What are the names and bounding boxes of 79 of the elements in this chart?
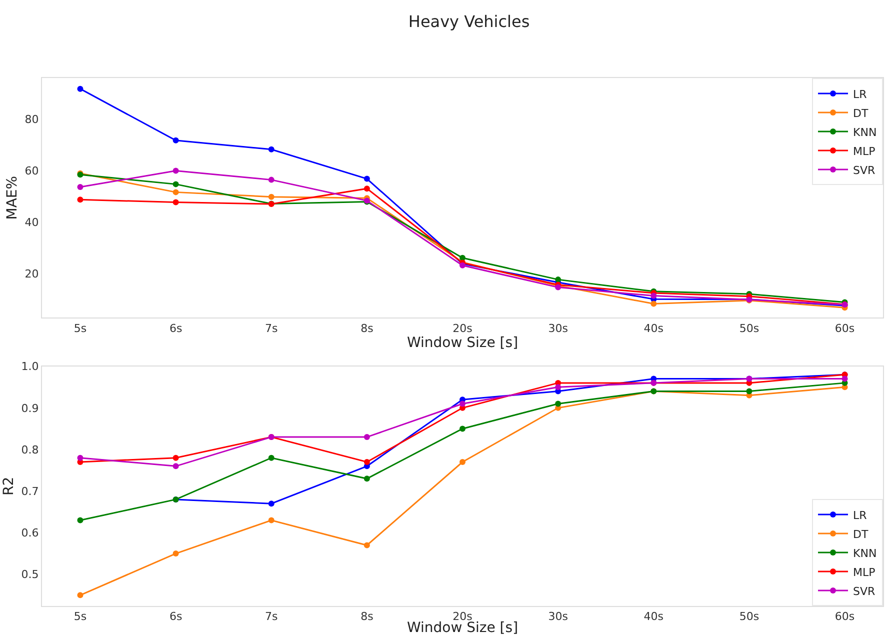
point: [268, 500, 274, 507]
legend-label: MLP: [853, 144, 876, 158]
point: [364, 434, 370, 440]
y-tick-label: 80: [24, 113, 39, 126]
point: [460, 400, 466, 407]
x-tick-label: 40s: [644, 610, 664, 624]
point: [77, 184, 84, 190]
point: [268, 454, 274, 461]
point: [842, 376, 848, 382]
x-tick-label: 7s: [264, 322, 278, 335]
point: [268, 146, 274, 152]
x-tick-label: 30s: [548, 322, 568, 335]
point: [172, 199, 179, 206]
point: [650, 292, 657, 299]
legend-label: DT: [853, 106, 868, 120]
x-tick-label: 5s: [74, 610, 87, 624]
x-tick-label: 60s: [834, 322, 855, 335]
x-tick-label: 20s: [452, 322, 473, 335]
x-tick-label: 60s: [834, 610, 855, 624]
y-axis-title: MAE%: [4, 176, 20, 220]
x-tick-label: 50s: [739, 322, 760, 335]
point: [364, 542, 370, 548]
point: [77, 592, 84, 598]
x-tick-label: 50s: [739, 610, 760, 624]
point: [77, 454, 84, 461]
legend-label: KNN: [853, 546, 877, 560]
y-tick-label: 0.8: [21, 443, 39, 456]
point: [172, 550, 179, 557]
point: [650, 300, 657, 307]
point: [555, 384, 562, 390]
y-tick-label: 40: [24, 216, 39, 230]
y-axis-title: R2: [0, 476, 17, 496]
point: [268, 194, 274, 200]
point: [364, 176, 370, 182]
x-tick-label: 8s: [360, 610, 374, 624]
legend-label: MLP: [853, 566, 876, 579]
chart-title: Heavy Vehicles: [408, 12, 530, 32]
y-tick-label: 0.5: [21, 568, 39, 582]
point: [460, 459, 466, 466]
point: [364, 476, 370, 482]
point: [268, 517, 274, 524]
point: [172, 189, 179, 196]
point: [77, 86, 84, 92]
legend-label: LR: [853, 88, 868, 101]
x-tick-label: 8s: [360, 322, 374, 335]
legend-label: KNN: [853, 126, 877, 139]
y-tick-label: 20: [24, 268, 39, 281]
x-axis-title: Window Size [s]: [406, 334, 518, 351]
point: [555, 400, 562, 407]
point: [172, 454, 179, 461]
point: [172, 181, 179, 188]
point: [268, 176, 274, 183]
x-tick-label: 6s: [169, 322, 182, 335]
point: [77, 196, 84, 203]
point: [746, 388, 752, 394]
y-tick-label: 0.9: [21, 402, 39, 415]
y-tick-label: 60: [24, 164, 39, 178]
point: [172, 463, 179, 470]
point: [555, 276, 562, 283]
y-tick-label: 1.0: [21, 360, 39, 374]
point: [77, 517, 84, 524]
legend-label: DT: [853, 528, 868, 541]
x-tick-label: 7s: [264, 610, 278, 624]
point: [460, 426, 466, 432]
x-axis-title: Window Size [s]: [406, 620, 518, 636]
x-tick-label: 5s: [74, 322, 87, 335]
x-tick-label: 6s: [169, 610, 182, 624]
y-tick-label: 0.7: [21, 484, 39, 498]
point: [460, 254, 466, 261]
point: [364, 459, 370, 466]
legend-label: SVR: [853, 584, 876, 598]
point: [172, 168, 179, 174]
legend-label: LR: [853, 508, 868, 522]
y-tick-label: 0.6: [21, 526, 39, 540]
legend-label: SVR: [853, 164, 876, 177]
point: [364, 186, 370, 192]
x-tick-label: 40s: [644, 322, 664, 335]
point: [172, 137, 179, 144]
x-tick-label: 30s: [548, 610, 568, 624]
